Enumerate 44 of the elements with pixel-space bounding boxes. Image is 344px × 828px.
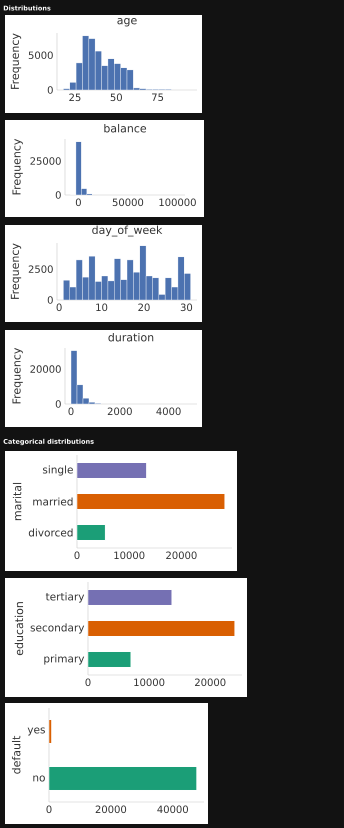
chart-title: day_of_week <box>92 226 162 236</box>
y-tick-label: 0 <box>48 86 53 94</box>
x-tick-label: 40000 <box>157 806 188 814</box>
y-tick-label: 0 <box>48 296 53 304</box>
y-tick-label: divorced <box>28 528 73 537</box>
y-tick-label: primary <box>44 654 84 665</box>
y-tick-label: 2500 <box>28 265 53 273</box>
x-tick-label: 2000 <box>108 408 132 416</box>
chart-title: age <box>117 18 137 26</box>
x-tick-label: 25 <box>69 94 80 102</box>
y-axis-title: education <box>14 602 24 656</box>
x-tick-label: 20000 <box>96 806 126 814</box>
chart-title: balance <box>104 124 146 132</box>
y-tick-label: tertiary <box>46 592 84 603</box>
y-tick-label: 0 <box>56 400 61 408</box>
y-tick-label: single <box>42 465 73 476</box>
y-tick-label: 20000 <box>30 365 61 373</box>
y-axis-title: marital <box>12 482 22 520</box>
x-tick-label: 20 <box>138 304 150 312</box>
y-tick-label: 25000 <box>30 157 61 165</box>
x-tick-label: 10000 <box>114 552 144 560</box>
y-axis-title: default <box>12 736 20 774</box>
x-tick-label: 50 <box>110 94 122 102</box>
y-axis-title: Frequency <box>12 138 23 194</box>
y-tick-label: yes <box>28 727 45 736</box>
y-axis-title: Frequency <box>12 348 23 404</box>
y-tick-label: 0 <box>56 191 61 199</box>
y-axis-title: Frequency <box>10 243 22 299</box>
y-tick-label: 5000 <box>28 51 53 60</box>
x-tick-label: 20000 <box>195 678 226 686</box>
y-tick-label: secondary <box>30 623 84 634</box>
x-tick-label: 75 <box>152 94 164 101</box>
x-tick-label: 20000 <box>166 552 197 560</box>
x-tick-label: 4000 <box>156 408 181 416</box>
x-tick-label: 10 <box>96 304 108 312</box>
x-tick-label: 0 <box>85 678 91 686</box>
y-axis-title: Frequency <box>10 33 22 89</box>
y-tick-label: no <box>33 775 45 782</box>
x-tick-label: 30 <box>180 304 192 312</box>
chart-title: duration <box>108 332 154 342</box>
x-tick-label: 50000 <box>112 198 144 206</box>
x-tick-label: 100000 <box>159 198 196 206</box>
x-tick-label: 10000 <box>134 678 164 686</box>
y-tick-label: married <box>33 497 73 506</box>
